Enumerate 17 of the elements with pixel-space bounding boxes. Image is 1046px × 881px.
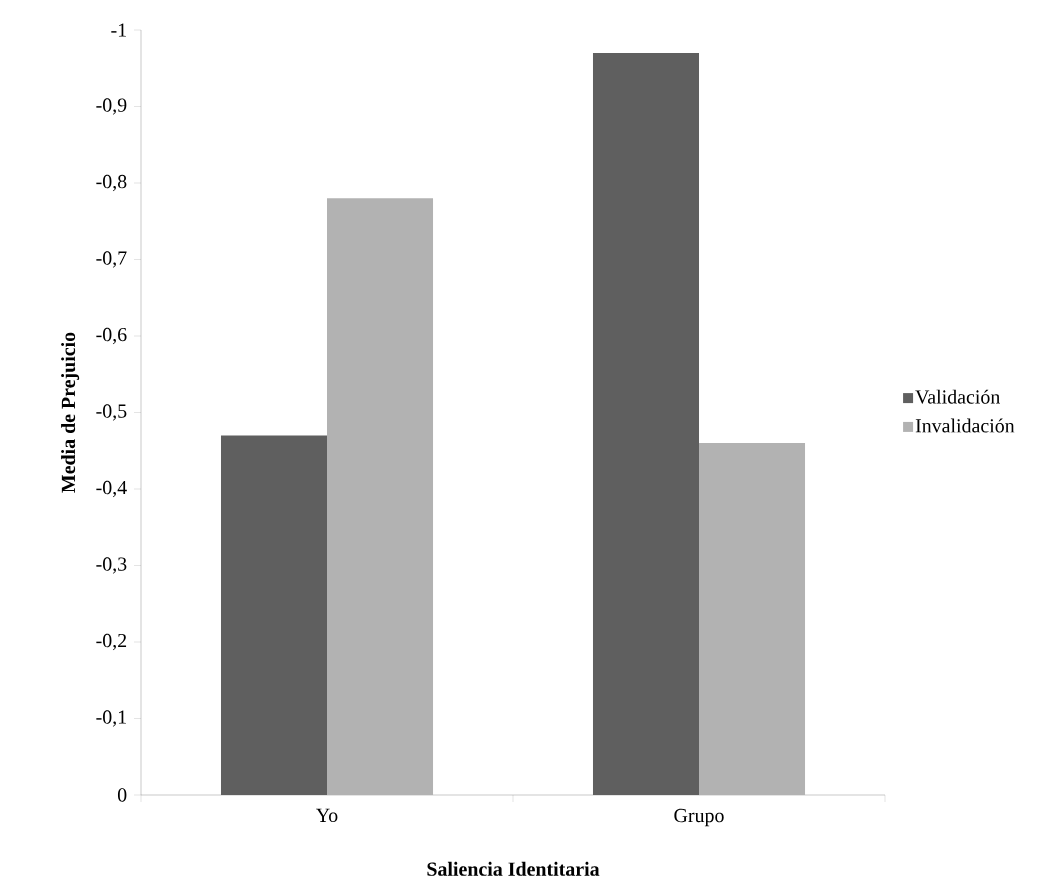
y-tick-label: -0,1	[96, 710, 126, 727]
y-tick-label: -0,6	[96, 327, 127, 345]
y-tick-label: -0,8	[96, 174, 127, 192]
legend-label: Invalidación	[915, 418, 1015, 433]
x-tick-label: Grupo	[674, 808, 724, 827]
y-tick-label: -0,7	[96, 251, 127, 268]
x-tick-label: Yo	[316, 808, 338, 823]
y-tick-label: -0,5	[96, 404, 127, 421]
y-tick-label: 0	[117, 788, 127, 802]
y-tick-label: -0,3	[96, 557, 127, 574]
x-axis-title: Saliencia Identitaria	[427, 861, 600, 876]
legend-label: Validación	[915, 389, 1001, 404]
y-tick-label: -0,9	[96, 98, 127, 115]
y-tick-label: -1	[111, 23, 126, 37]
y-tick-label: -0,2	[96, 633, 127, 651]
y-tick-label: -0,4	[96, 480, 127, 498]
y-axis-title: Media de Prejuicio	[61, 332, 80, 493]
